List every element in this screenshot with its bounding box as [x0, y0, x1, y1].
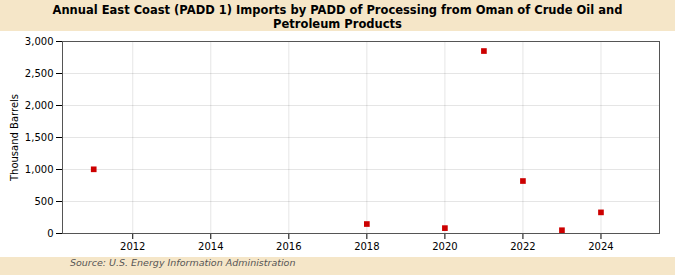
svg-text:2,000: 2,000: [25, 100, 54, 111]
svg-text:2022: 2022: [510, 241, 535, 252]
svg-text:Thousand Barrels: Thousand Barrels: [9, 94, 20, 182]
svg-text:1,000: 1,000: [25, 164, 54, 175]
svg-text:1,500: 1,500: [25, 132, 54, 143]
svg-text:2018: 2018: [354, 241, 379, 252]
html-text:Annual East Coast (PADD 1) Imp: Annual East Coast (PADD 1) Imports by PA…: [52, 3, 623, 31]
svg-text:0: 0: [47, 228, 53, 239]
svg-text:500: 500: [34, 196, 53, 207]
svg-text:3,000: 3,000: [25, 36, 54, 47]
svg-text:2020: 2020: [432, 241, 457, 252]
html-text:Source: U.S. Energy Informatio: Source: U.S. Energy Information Administ…: [70, 257, 296, 268]
svg-text:2012: 2012: [120, 241, 145, 252]
svg-text:2,500: 2,500: [25, 68, 54, 79]
svg-text:2014: 2014: [198, 241, 223, 252]
svg-text:2016: 2016: [276, 241, 301, 252]
svg-text:2024: 2024: [588, 241, 613, 252]
